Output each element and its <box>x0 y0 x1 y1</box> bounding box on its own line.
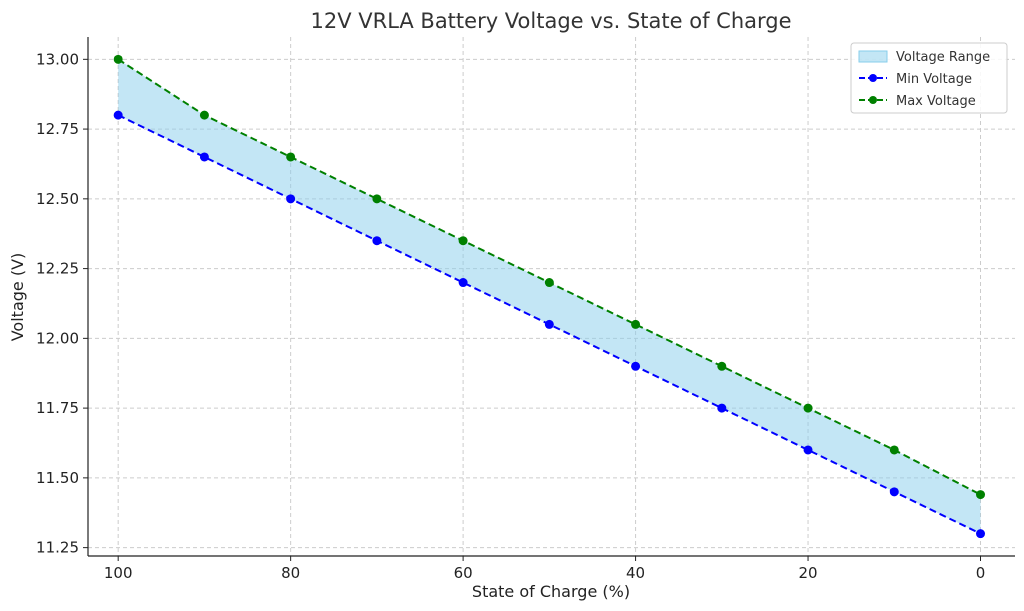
y-tick-label: 12.25 <box>36 260 79 278</box>
x-tick-label: 20 <box>798 564 817 582</box>
legend-marker-min-voltage <box>869 74 877 82</box>
data-point-max-voltage <box>113 54 123 64</box>
legend-label-max-voltage: Max Voltage <box>896 94 976 109</box>
voltage-range-band <box>118 59 981 534</box>
data-point-max-voltage <box>717 361 727 371</box>
data-point-max-voltage <box>631 319 641 329</box>
data-point-max-voltage <box>286 152 296 162</box>
data-point-min-voltage <box>199 152 209 162</box>
y-tick-label: 11.75 <box>36 399 79 417</box>
grid <box>88 37 1015 556</box>
y-tick-label: 13.00 <box>36 50 79 68</box>
data-point-max-voltage <box>199 110 209 120</box>
data-point-max-voltage <box>976 490 986 500</box>
y-tick-label: 11.25 <box>36 539 79 557</box>
data-point-max-voltage <box>889 445 899 455</box>
data-point-min-voltage <box>889 487 899 497</box>
x-tick-label: 0 <box>976 564 986 582</box>
legend-label-min-voltage: Min Voltage <box>896 72 972 87</box>
y-tick-label: 12.50 <box>36 190 79 208</box>
legend-label-voltage-range: Voltage Range <box>896 50 990 65</box>
legend-swatch-voltage-range <box>858 50 888 63</box>
axes <box>83 37 1015 561</box>
legend-box <box>850 42 1008 114</box>
x-tick-label: 40 <box>626 564 645 582</box>
tick-labels: 100 80 60 40 20 0 11.25 11.50 11.75 12.00 12.25 12.… <box>36 50 985 582</box>
series-max-voltage <box>113 54 986 500</box>
voltage-range-area <box>118 59 981 534</box>
data-point-min-voltage <box>803 445 813 455</box>
y-tick-label: 11.50 <box>36 469 79 487</box>
chart-title: 12V VRLA Battery Voltage vs. State of Ch… <box>310 9 791 33</box>
x-tick-label: 80 <box>281 564 300 582</box>
x-axis-label: State of Charge (%) <box>472 582 630 601</box>
data-point-min-voltage <box>631 361 641 371</box>
series-min-voltage <box>113 110 986 539</box>
data-point-min-voltage <box>372 236 382 246</box>
data-point-max-voltage <box>803 403 813 413</box>
x-tick-label: 60 <box>454 564 473 582</box>
y-axis-label: Voltage (V) <box>8 253 27 342</box>
y-tick-label: 12.00 <box>36 329 79 347</box>
legend-marker-max-voltage <box>869 96 877 104</box>
data-point-max-voltage <box>458 236 468 246</box>
y-tick-label: 12.75 <box>36 120 79 138</box>
legend: Voltage Range Min Voltage Max Voltage <box>850 42 1008 114</box>
data-point-max-voltage <box>372 194 382 204</box>
data-point-min-voltage <box>113 110 123 120</box>
data-point-min-voltage <box>286 194 296 204</box>
data-point-min-voltage <box>976 529 986 539</box>
data-point-min-voltage <box>458 278 468 288</box>
data-point-min-voltage <box>717 403 727 413</box>
data-point-max-voltage <box>544 278 554 288</box>
x-tick-label: 100 <box>104 564 133 582</box>
data-point-min-voltage <box>544 319 554 329</box>
series-layer <box>113 54 986 539</box>
